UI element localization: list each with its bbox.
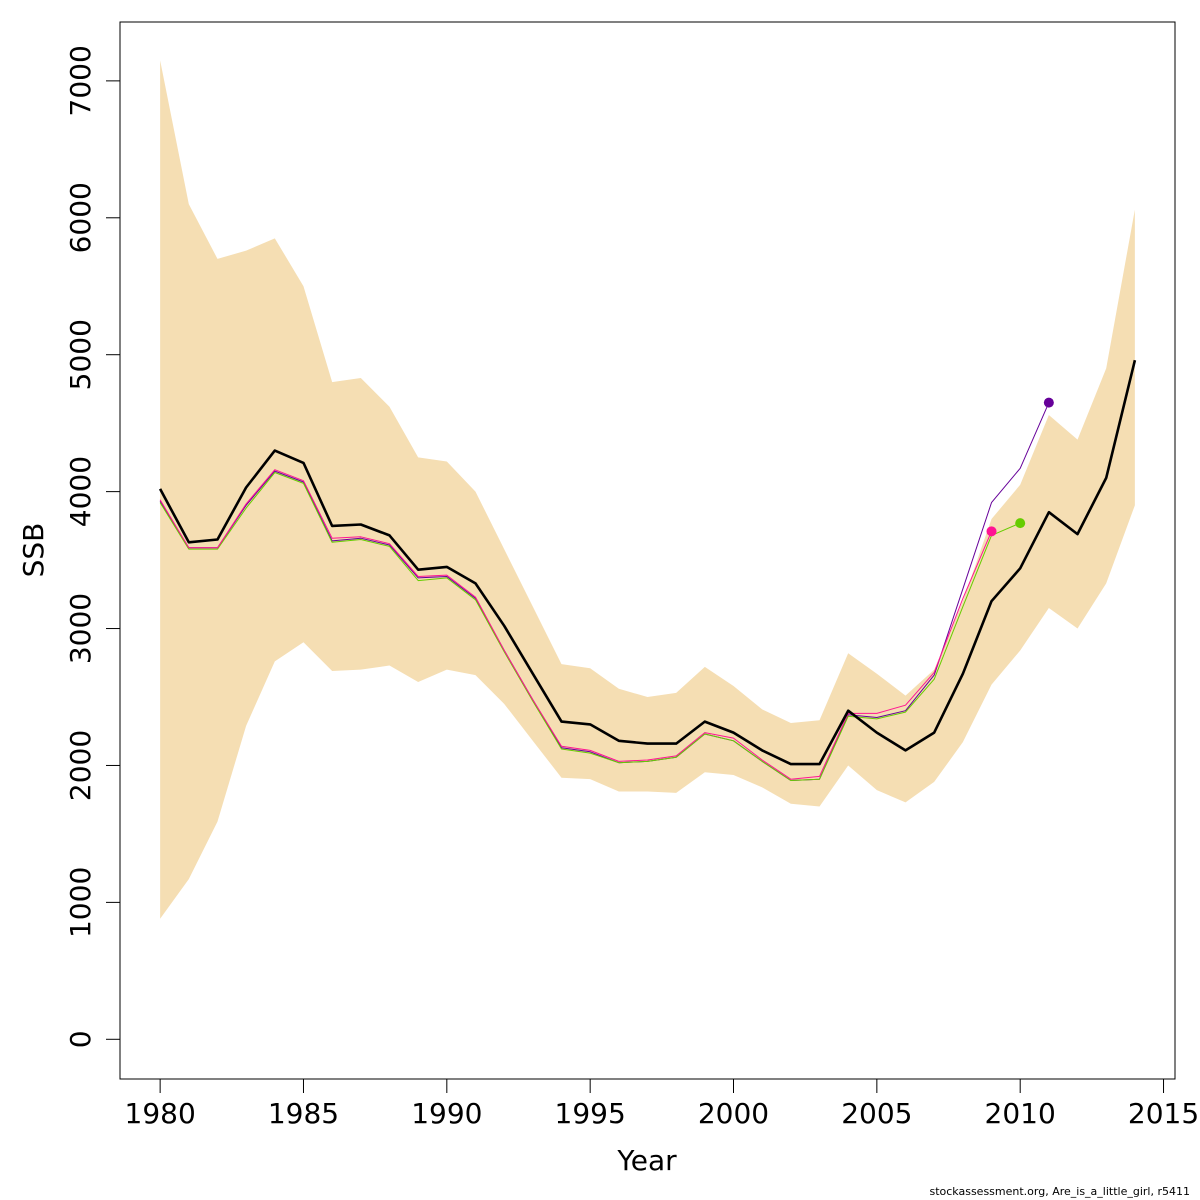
- y-tick-label: 4000: [64, 456, 97, 527]
- x-tick-label: 1995: [555, 1097, 626, 1130]
- x-axis: 1980 1985 1990 1995 2000 2005 2010 2015: [125, 1078, 1199, 1130]
- y-tick-label: 2000: [64, 730, 97, 801]
- retro-endpoint-1: [986, 526, 997, 537]
- x-tick-label: 1985: [268, 1097, 339, 1130]
- retro-line-3: [159, 402, 1050, 781]
- confidence-band: [160, 60, 1135, 919]
- y-axis-label: SSB: [17, 523, 50, 578]
- x-tick-label: 2000: [698, 1097, 769, 1130]
- x-tick-label: 2010: [985, 1097, 1056, 1130]
- y-axis: 0 1000 2000 3000 4000 5000 6000 7000: [64, 45, 121, 1048]
- ssb-estimate-line: [158, 359, 1137, 766]
- y-tick-label: 7000: [64, 45, 97, 116]
- retro-line-2: [159, 472, 1021, 781]
- x-tick-label: 2005: [841, 1097, 912, 1130]
- y-tick-label: 0: [64, 1030, 97, 1048]
- x-tick-label: 1980: [125, 1097, 196, 1130]
- retro-endpoint-3: [1043, 397, 1054, 408]
- y-tick-label: 3000: [64, 593, 97, 664]
- x-axis-label: Year: [616, 1144, 677, 1177]
- y-tick-label: 1000: [64, 867, 97, 938]
- series-layer: [158, 359, 1137, 781]
- x-tick-label: 2015: [1128, 1097, 1199, 1130]
- retro-endpoint-2: [1015, 518, 1026, 529]
- y-tick-label: 5000: [64, 319, 97, 390]
- footer-credit: stockassessment.org, Are_is_a_little_gir…: [929, 1185, 1190, 1198]
- x-tick-label: 1990: [411, 1097, 482, 1130]
- confidence-band-layer: [160, 60, 1135, 919]
- y-tick-label: 6000: [64, 182, 97, 253]
